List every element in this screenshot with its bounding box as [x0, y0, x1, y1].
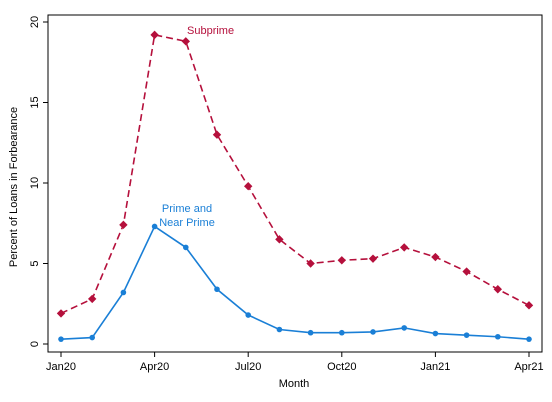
- data-point: [276, 326, 283, 333]
- data-point: [89, 334, 95, 341]
- data-point: [401, 325, 408, 331]
- data-point: [462, 267, 471, 276]
- data-point: [58, 336, 64, 342]
- x-tick-label: Jan21: [420, 361, 450, 373]
- data-point: [245, 312, 251, 318]
- x-tick-label: Apr21: [514, 361, 543, 373]
- data-point: [368, 254, 378, 263]
- series-prime-and-near-prime: [58, 223, 532, 342]
- x-tick-label: Oct20: [327, 361, 356, 373]
- x-axis-title: Month: [279, 378, 310, 390]
- data-point: [150, 30, 159, 40]
- data-point: [493, 285, 502, 294]
- x-tick-label: Jan20: [46, 361, 76, 373]
- y-tick-label: 10: [29, 177, 41, 189]
- data-point: [306, 259, 315, 268]
- data-point: [56, 309, 66, 318]
- data-point: [151, 223, 158, 230]
- annotations: Subprime Prime and Near Prime: [159, 25, 234, 229]
- series-line: [60, 33, 530, 315]
- data-point: [183, 244, 189, 251]
- data-point: [526, 336, 532, 342]
- data-point: [307, 329, 314, 336]
- data-point: [432, 330, 439, 337]
- data-point: [181, 37, 190, 46]
- data-point: [495, 333, 501, 340]
- y-tick-label: 0: [29, 341, 41, 347]
- data-point: [463, 332, 470, 338]
- series-line: [60, 225, 530, 340]
- data-point: [431, 252, 440, 262]
- y-axis-title: Percent of Loans in Forbearance: [8, 107, 20, 267]
- y-tick-label: 15: [29, 96, 41, 108]
- series-layer: [56, 30, 534, 342]
- data-point: [212, 130, 222, 139]
- data-point: [524, 301, 534, 310]
- annotation-prime-near-prime: Prime and: [162, 203, 212, 215]
- data-point: [275, 235, 284, 244]
- data-point: [119, 220, 128, 230]
- plot-frame: [47, 14, 543, 353]
- data-point: [370, 329, 376, 335]
- series-subprime: [56, 30, 534, 318]
- axes: 0 5 10 15 20 Jan20 Apr20 Jul20 Oct20 Jan21 Apr21: [29, 14, 544, 373]
- x-tick-label: Jul20: [235, 361, 261, 373]
- x-tick-label: Apr20: [140, 361, 169, 373]
- data-point: [400, 243, 409, 252]
- data-point: [339, 329, 345, 336]
- data-point: [120, 289, 127, 296]
- y-tick-label: 5: [29, 260, 41, 266]
- y-tick-label: 20: [29, 16, 41, 28]
- annotation-prime-near-prime: Near Prime: [159, 217, 215, 229]
- data-point: [214, 286, 220, 293]
- annotation-subprime: Subprime: [187, 25, 234, 37]
- data-point: [337, 256, 346, 265]
- data-point: [244, 182, 253, 191]
- data-point: [88, 294, 97, 304]
